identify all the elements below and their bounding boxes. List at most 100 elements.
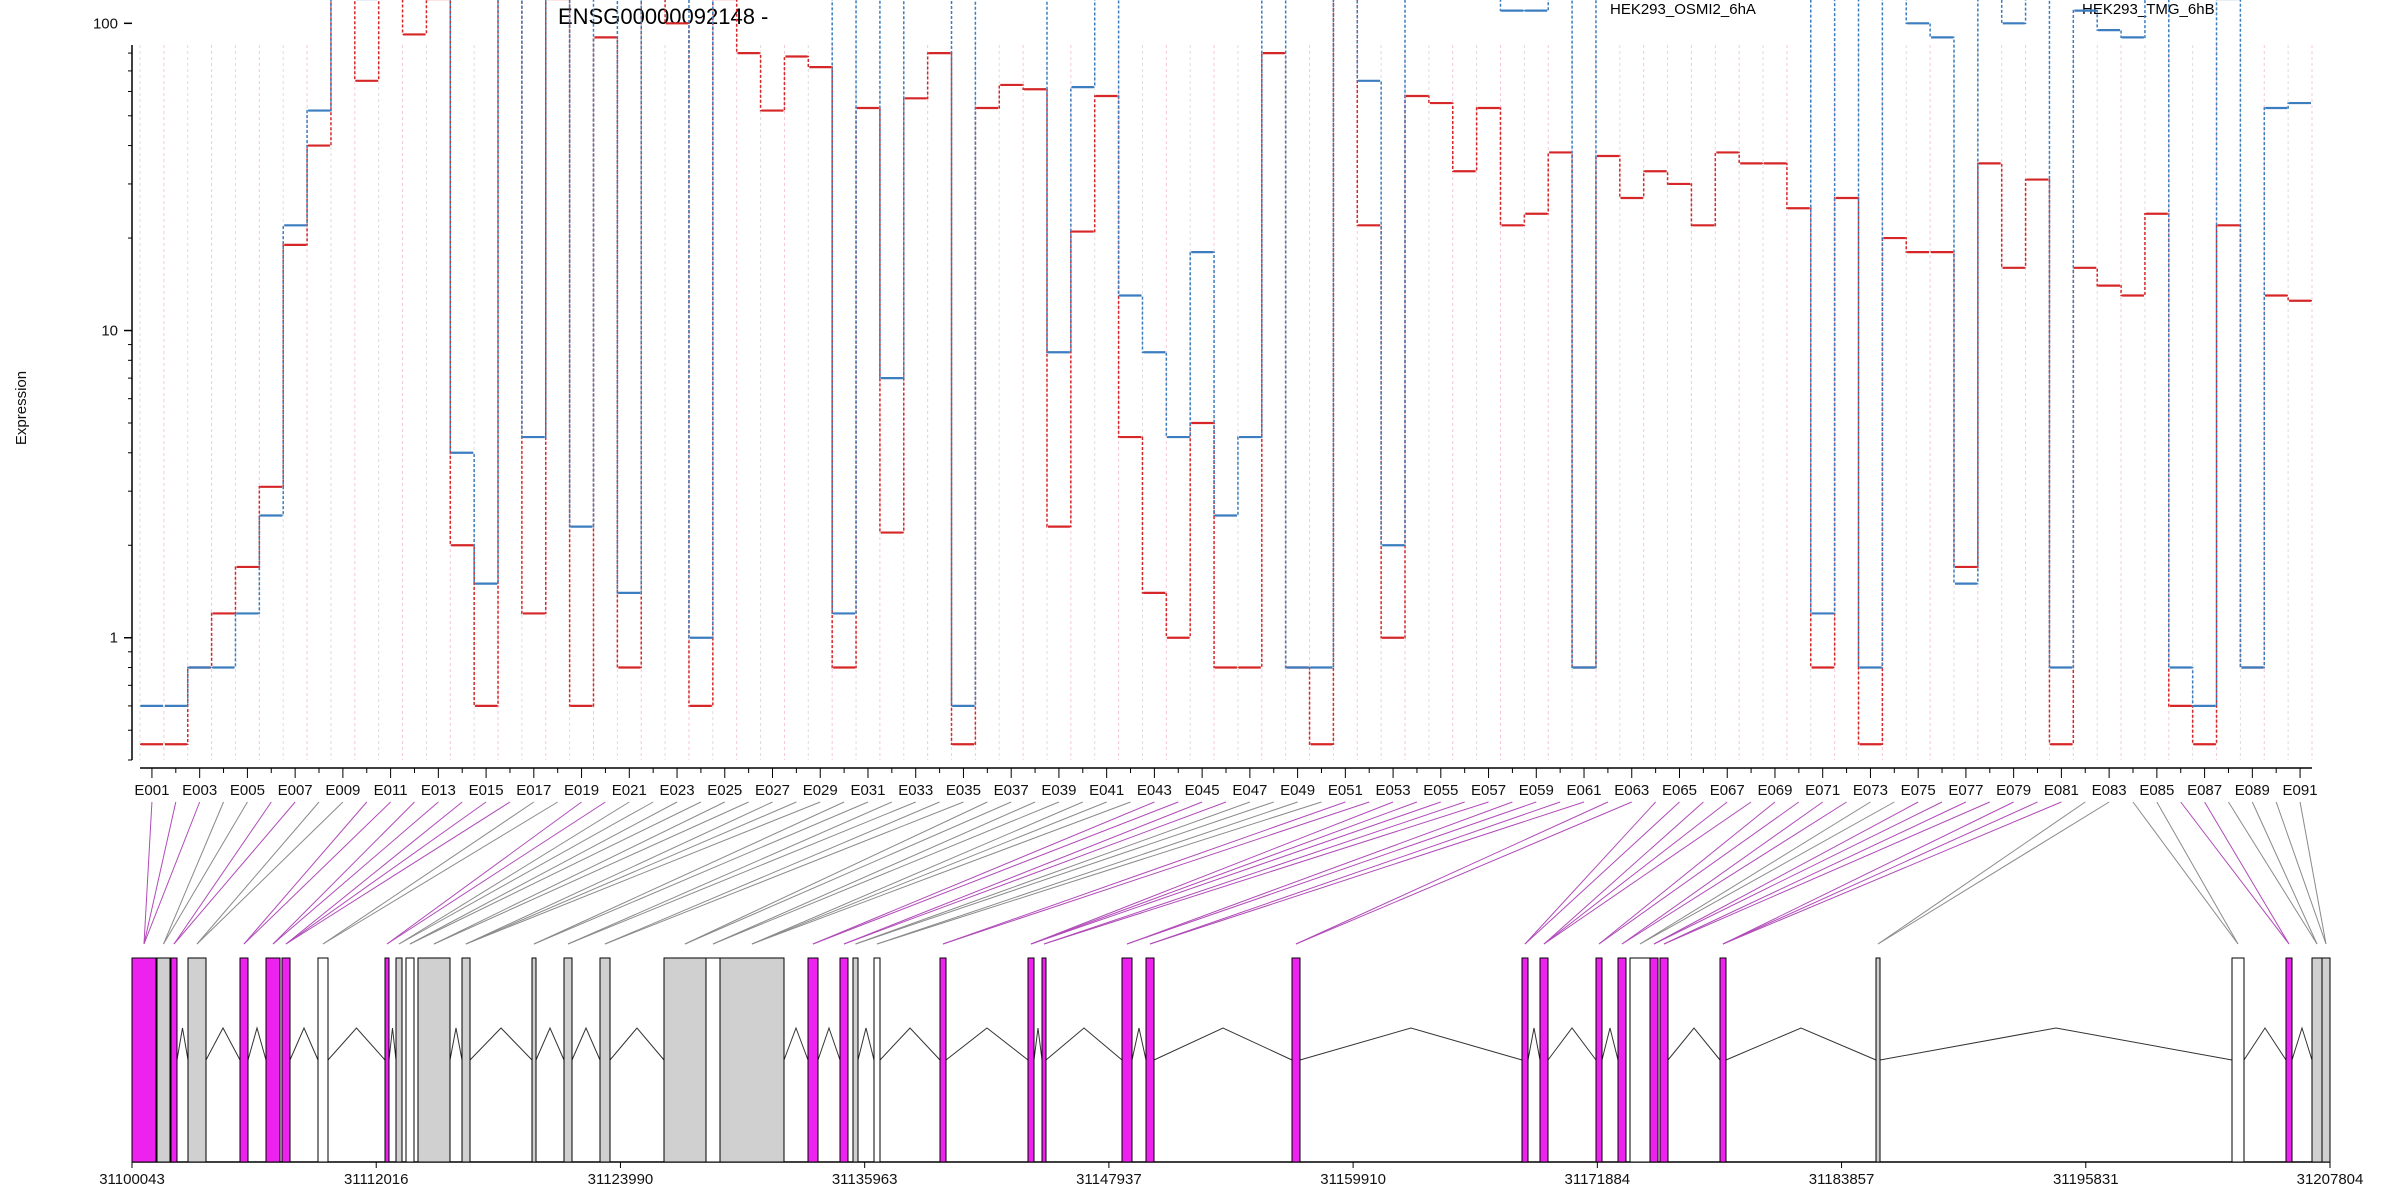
exon-connector <box>942 801 1370 945</box>
x-tick-label: E037 <box>994 782 1029 799</box>
x-tick-label: E025 <box>707 782 742 799</box>
intron-line <box>247 1026 267 1061</box>
exon-connector <box>386 801 606 945</box>
intron-line <box>205 1026 241 1061</box>
x-tick-label: E051 <box>1328 782 1363 799</box>
x-tick-label: E083 <box>2092 782 2127 799</box>
exon-block <box>187 957 207 1163</box>
exon-connector <box>1663 801 1990 945</box>
exon-block <box>156 957 171 1163</box>
x-tick-label: E043 <box>1137 782 1172 799</box>
x-tick-label: E087 <box>2187 782 2222 799</box>
exon-block <box>1649 957 1659 1163</box>
coordinate-tick-label: 31147937 <box>1076 1171 1142 1188</box>
exon-block <box>663 957 707 1163</box>
exon-connector <box>1149 801 1585 945</box>
exon-block <box>405 957 415 1163</box>
x-tick-label: E075 <box>1901 782 1936 799</box>
exon-connector <box>751 801 1131 945</box>
series-HEK293_TMG_6hB <box>140 0 2312 708</box>
exon-connector <box>1043 801 1489 945</box>
x-tick-label: E005 <box>230 782 265 799</box>
exon-connector <box>285 801 487 945</box>
series-line <box>140 0 2312 746</box>
exon-connector <box>163 801 224 945</box>
exon-block <box>839 957 849 1163</box>
exon-connector <box>2299 801 2327 945</box>
exon-connector <box>1722 801 2014 945</box>
intron-line <box>2243 1027 2287 1061</box>
exon-connector <box>322 801 535 945</box>
x-tick-label: E055 <box>1423 782 1458 799</box>
intron-line <box>1131 1027 1147 1061</box>
series-layer <box>140 0 2312 746</box>
x-tick-label: E039 <box>1041 782 1076 799</box>
intron-line <box>1547 1027 1597 1061</box>
exon-block <box>1659 957 1669 1163</box>
exon-block <box>807 957 819 1163</box>
x-tick-label: E009 <box>325 782 360 799</box>
x-tick-label: E061 <box>1566 782 1601 799</box>
exon-connector <box>1598 801 1776 945</box>
exon-block <box>395 957 403 1163</box>
exon-connector <box>712 801 1060 945</box>
exon-connector <box>1030 801 1441 945</box>
exon-connector <box>143 801 177 945</box>
exon-block <box>1291 957 1301 1163</box>
exon-connector <box>1722 801 2062 945</box>
exon-block <box>939 957 947 1163</box>
x-tick-label: E015 <box>469 782 504 799</box>
exon-block <box>1027 957 1035 1163</box>
intron-line <box>2291 1026 2313 1061</box>
intron-line <box>1601 1027 1619 1061</box>
x-tick-label: E029 <box>803 782 838 799</box>
x-tick-label: E013 <box>421 782 456 799</box>
exon-connector <box>2204 801 2290 945</box>
exon-connector <box>1543 801 1704 945</box>
exon-connector <box>386 801 582 945</box>
exon-connector <box>243 801 391 945</box>
coordinate-tick-label: 31183857 <box>1809 1171 1875 1188</box>
exon-connector <box>812 801 1155 945</box>
exon-block <box>599 957 611 1163</box>
exon-connector <box>465 801 773 945</box>
exon-connector <box>433 801 725 945</box>
exon-connector <box>398 801 654 945</box>
exon-connector <box>876 801 1322 945</box>
intron-line <box>327 1027 386 1061</box>
coordinate-tick-label: 31159910 <box>1320 1171 1386 1188</box>
exon-block <box>705 957 721 1163</box>
coordinate-tick-label: 31123990 <box>588 1171 654 1188</box>
intron-line <box>449 1027 463 1061</box>
exon-connector-lines <box>143 801 2327 945</box>
legend-entry-osmi2: HEK293_OSMI2_6hA <box>1610 1 1756 18</box>
intron-line <box>609 1027 665 1061</box>
x-tick-label: E081 <box>2044 782 2079 799</box>
intron-line <box>817 1026 841 1061</box>
x-tick-label: E035 <box>946 782 981 799</box>
exon-block <box>873 957 881 1163</box>
intron-line <box>388 1027 397 1061</box>
exon-connector <box>1639 801 1871 945</box>
exon-connector <box>533 801 869 945</box>
coordinate-tick-label: 31195831 <box>2053 1171 2119 1188</box>
x-tick-label: E011 <box>374 782 408 799</box>
exon-connector <box>2251 801 2318 945</box>
exon-connector <box>1149 801 1561 945</box>
exon-connector <box>855 801 1274 945</box>
exon-connector <box>243 801 368 945</box>
exon-connector <box>1543 801 1752 945</box>
x-tick-label: E057 <box>1471 782 1506 799</box>
exon-connector <box>2132 801 2239 945</box>
exon-connector <box>285 801 511 945</box>
intron-line <box>1033 1027 1043 1061</box>
x-tick-label: E033 <box>898 782 933 799</box>
exon-connector <box>1043 801 1465 945</box>
intron-line <box>176 1027 189 1061</box>
exon-connector <box>2228 801 2318 945</box>
exon-block <box>461 957 471 1163</box>
intron-line <box>571 1026 601 1061</box>
intron-line <box>1045 1027 1123 1061</box>
exon-connector <box>1639 801 1895 945</box>
exon-connector <box>409 801 702 945</box>
